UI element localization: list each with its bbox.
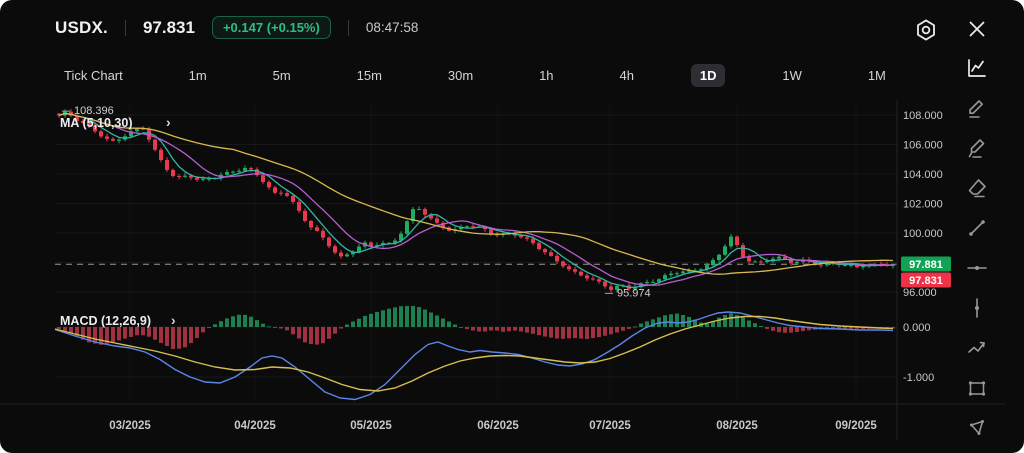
drawing-toolbar [949, 56, 1005, 440]
svg-text:97.881: 97.881 [909, 259, 943, 271]
last-price-label: 97.831 [142, 17, 195, 37]
svg-text:08/2025: 08/2025 [716, 420, 758, 432]
polygon-icon[interactable] [965, 416, 989, 440]
tab-30m[interactable]: 30m [447, 68, 474, 83]
tab-1w[interactable]: 1W [782, 68, 802, 83]
macd-collapse-chevron-icon[interactable]: › [171, 312, 176, 328]
ma-collapse-chevron-icon[interactable]: › [166, 114, 171, 130]
tab-1d[interactable]: 1D [690, 64, 726, 87]
svg-text:03/2025: 03/2025 [109, 420, 151, 432]
pencil-line-icon[interactable] [965, 96, 989, 120]
current-price-badge: 97.881 [901, 256, 951, 272]
candlestick-series [57, 109, 895, 293]
tab-15m[interactable]: 15m [356, 68, 382, 83]
high-price-annotation: 108.396 [74, 105, 114, 117]
svg-text:-1.000: -1.000 [903, 372, 934, 384]
settings-icon[interactable] [913, 17, 939, 43]
signal-line [54, 315, 894, 392]
price-axis: 108.000 106.000 104.000 102.000 100.000 96.00… [903, 110, 943, 384]
tab-5m[interactable]: 5m [272, 68, 291, 83]
tab-1m-month[interactable]: 1M [867, 68, 886, 83]
date-axis: 03/2025 04/2025 05/2025 06/2025 07/2025 08/20… [109, 420, 877, 432]
svg-text:96.000: 96.000 [903, 287, 937, 299]
close-icon[interactable] [965, 17, 991, 43]
svg-text:100.000: 100.000 [903, 228, 943, 240]
svg-text:102.000: 102.000 [903, 199, 943, 211]
svg-text:04/2025: 04/2025 [234, 420, 276, 432]
svg-text:0.000: 0.000 [903, 322, 931, 334]
tab-1m[interactable]: 1m [188, 68, 207, 83]
tab-1h[interactable]: 1h [539, 68, 554, 83]
svg-text:07/2025: 07/2025 [589, 420, 631, 432]
header: USDX. 97.831 +0.147 (+0.15%) 08:47:58 [55, 16, 418, 39]
svg-text:97.831: 97.831 [909, 275, 943, 287]
low-price-annotation: 95.974 [617, 287, 651, 299]
header-divider [347, 19, 349, 36]
change-badge: +0.147 (+0.15%) [211, 16, 331, 39]
marker-pen-icon[interactable] [965, 136, 989, 160]
wave-arrow-icon[interactable] [965, 336, 989, 360]
symbol-label: USDX. [55, 17, 108, 37]
macd-indicator-label: MACD (12,26,9) [60, 314, 151, 328]
vertical-line-icon[interactable] [965, 296, 989, 320]
svg-text:104.000: 104.000 [903, 169, 943, 181]
line-chart-icon[interactable] [965, 56, 989, 80]
svg-text:106.000: 106.000 [903, 140, 943, 152]
rectangle-icon[interactable] [965, 376, 989, 400]
macd-line [54, 311, 894, 401]
tab-4h[interactable]: 4h [619, 68, 634, 83]
eraser-icon[interactable] [965, 176, 989, 200]
header-actions [913, 17, 991, 43]
ma-indicator-label: MA (5,10,30) [60, 116, 132, 130]
trend-line-icon[interactable] [965, 216, 989, 240]
timeframe-tabs: Tick Chart 1m 5m 15m 30m 1h 4h 1D 1W 1M [55, 64, 895, 87]
svg-text:05/2025: 05/2025 [350, 420, 392, 432]
header-divider [124, 19, 126, 36]
tab-tick-chart[interactable]: Tick Chart [64, 68, 123, 83]
annotations: 108.396 95.974 MA (5,10,30) › MACD (12,26,9)… [60, 105, 651, 328]
svg-text:06/2025: 06/2025 [477, 420, 519, 432]
horizontal-line-icon[interactable] [965, 256, 989, 280]
svg-text:09/2025: 09/2025 [835, 420, 877, 432]
svg-text:108.000: 108.000 [903, 110, 943, 122]
clock-label: 08:47:58 [365, 20, 419, 35]
last-price-badge: 97.831 [901, 272, 951, 288]
ma-lines [58, 112, 894, 289]
